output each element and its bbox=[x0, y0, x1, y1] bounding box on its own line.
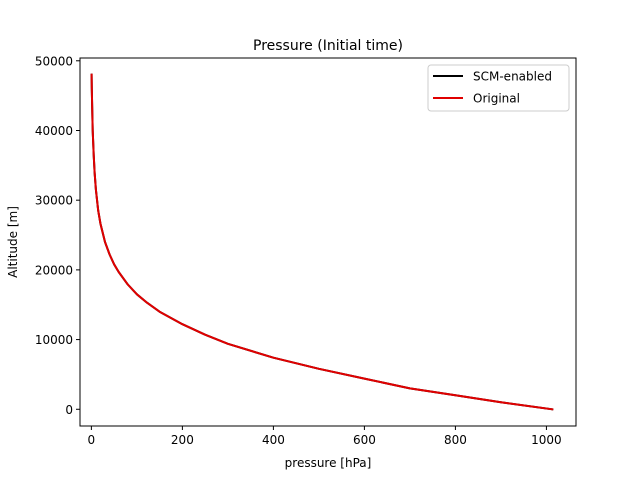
series-line-original bbox=[90, 73, 554, 411]
legend-label-original: Original bbox=[473, 92, 520, 106]
x-axis: 0 200 400 600 800 1000 bbox=[88, 426, 562, 447]
legend-box bbox=[427, 64, 570, 112]
plot-area bbox=[79, 57, 577, 427]
legend: SCM-enabled Original bbox=[427, 64, 570, 112]
x-axis-label: pressure [hPa] bbox=[285, 456, 372, 470]
chart-title: Pressure (Initial time) bbox=[253, 38, 403, 54]
y-tick-label: 50000 bbox=[35, 54, 73, 68]
x-tick-label: 0 bbox=[88, 433, 96, 447]
y-tick-label: 0 bbox=[65, 403, 73, 417]
x-tick-label: 1000 bbox=[531, 433, 562, 447]
y-tick-label: 40000 bbox=[35, 124, 73, 138]
y-tick-label: 30000 bbox=[35, 194, 73, 208]
x-tick-label: 600 bbox=[353, 433, 376, 447]
x-tick-label: 800 bbox=[444, 433, 467, 447]
x-tick-label: 200 bbox=[171, 433, 194, 447]
axes-frame bbox=[79, 57, 577, 427]
y-axis: 0 10000 20000 30000 40000 50000 bbox=[35, 54, 80, 417]
series-layer bbox=[90, 73, 554, 411]
y-axis-label: Altitude [m] bbox=[6, 206, 20, 278]
y-tick-label: 20000 bbox=[35, 263, 73, 277]
legend-label-scm-enabled: SCM-enabled bbox=[473, 70, 552, 84]
x-tick-label: 400 bbox=[262, 433, 285, 447]
y-tick-label: 10000 bbox=[35, 333, 73, 347]
